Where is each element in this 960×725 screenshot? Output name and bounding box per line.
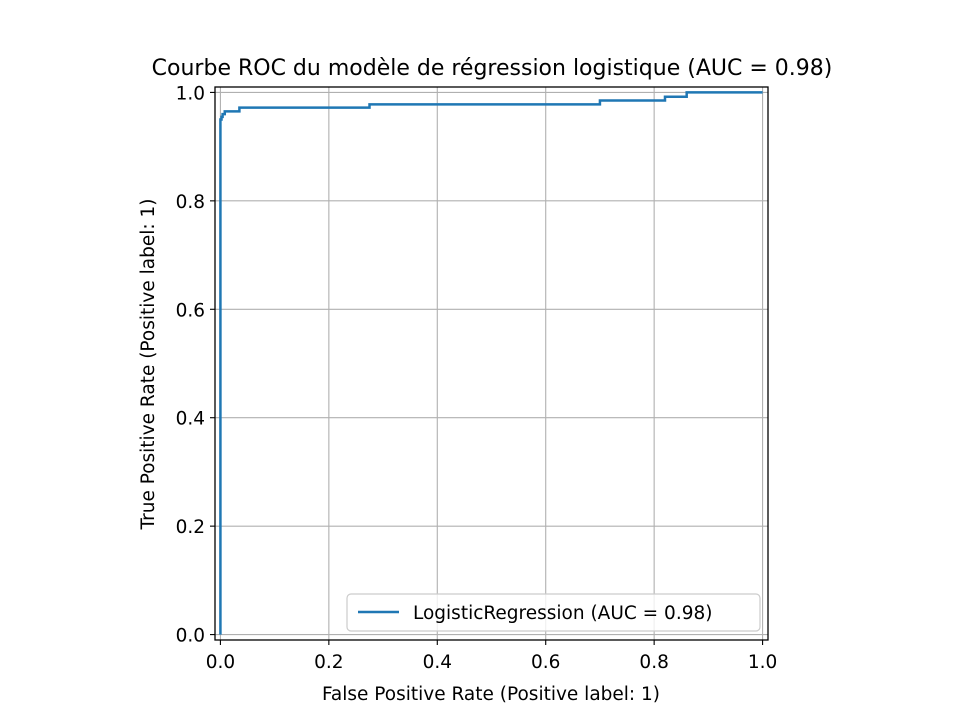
x-tick-label: 0.0 (206, 652, 235, 673)
y-axis-ticks: 0.0 0.2 0.4 0.6 0.8 1.0 (176, 83, 215, 647)
roc-curve-line (219, 91, 763, 635)
x-tick-label: 0.6 (531, 652, 560, 673)
y-axis-label: True Positive Rate (Positive label: 1) (138, 199, 159, 531)
legend-box (346, 593, 761, 632)
y-tick-label: 1.0 (176, 83, 205, 104)
legend: LogisticRegression (AUC = 0.98) (346, 593, 761, 632)
y-tick-label: 0.4 (176, 409, 205, 430)
x-tick-label: 1.0 (748, 652, 777, 673)
y-tick-label: 0.6 (176, 300, 205, 321)
x-tick-label: 0.8 (639, 652, 668, 673)
plot-frame (214, 86, 769, 641)
x-tick-label: 0.4 (423, 652, 452, 673)
plot-area (219, 91, 763, 635)
y-tick-label: 0.0 (176, 626, 205, 647)
grid (215, 87, 768, 640)
x-axis-ticks: 0.0 0.2 0.4 0.6 0.8 1.0 (206, 640, 777, 673)
x-axis-label: False Positive Rate (Positive label: 1) (322, 684, 660, 705)
legend-entry-label: LogisticRegression (AUC = 0.98) (413, 603, 712, 624)
y-tick-label: 0.8 (176, 192, 205, 213)
y-tick-label: 0.2 (176, 517, 205, 538)
x-tick-label: 0.2 (314, 652, 343, 673)
chart-title: Courbe ROC du modèle de régression logis… (152, 56, 833, 81)
